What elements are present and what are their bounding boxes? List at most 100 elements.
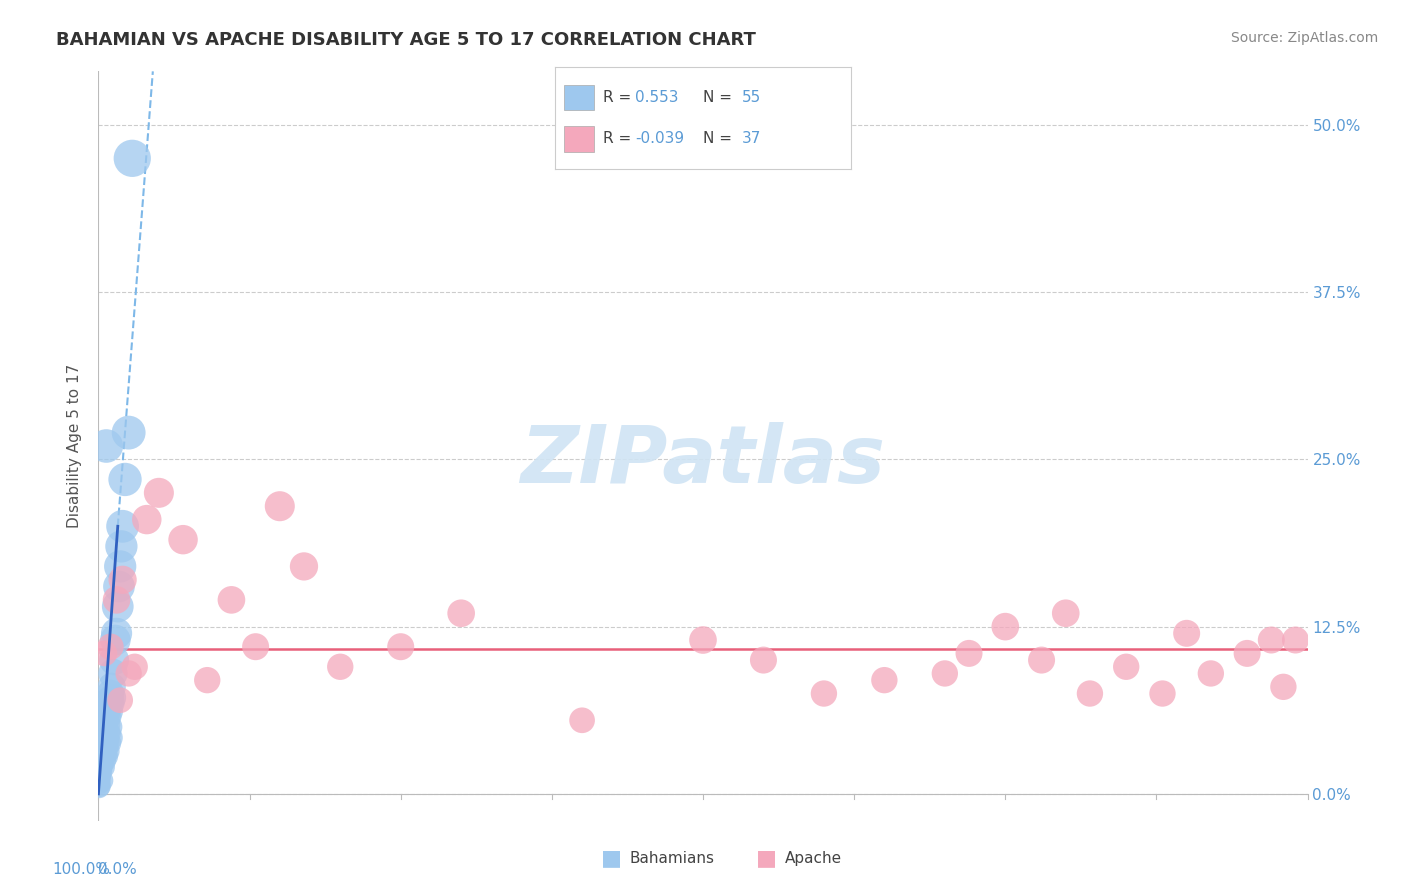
Text: N =: N = bbox=[703, 90, 737, 105]
Point bbox=[692, 633, 714, 648]
Point bbox=[97, 709, 120, 723]
Point bbox=[292, 559, 315, 574]
Text: Apache: Apache bbox=[785, 851, 842, 865]
Point bbox=[94, 714, 117, 728]
Point bbox=[752, 653, 775, 667]
Point bbox=[1175, 626, 1198, 640]
Point bbox=[1152, 687, 1174, 701]
Point bbox=[91, 744, 114, 758]
Point bbox=[101, 666, 124, 681]
Y-axis label: Disability Age 5 to 17: Disability Age 5 to 17 bbox=[67, 364, 83, 528]
Text: 0.0%: 0.0% bbox=[98, 862, 138, 877]
Point bbox=[89, 767, 111, 781]
Point bbox=[90, 747, 112, 761]
Point bbox=[221, 592, 243, 607]
Point bbox=[90, 760, 112, 774]
Point bbox=[98, 704, 121, 718]
Text: 37: 37 bbox=[741, 131, 761, 146]
Point bbox=[94, 747, 117, 761]
Text: ZIPatlas: ZIPatlas bbox=[520, 422, 886, 500]
Point bbox=[98, 731, 121, 745]
Point bbox=[93, 760, 115, 774]
Point bbox=[91, 773, 114, 788]
Point bbox=[97, 699, 120, 714]
Point bbox=[100, 687, 122, 701]
Point bbox=[1115, 660, 1137, 674]
Point bbox=[450, 607, 472, 621]
Point bbox=[94, 723, 117, 737]
Point bbox=[101, 690, 124, 705]
Point bbox=[114, 473, 136, 487]
Point bbox=[873, 673, 896, 688]
Point bbox=[813, 687, 835, 701]
Point bbox=[89, 776, 111, 790]
Point bbox=[87, 780, 110, 795]
Point bbox=[97, 744, 120, 758]
Point bbox=[1284, 633, 1306, 648]
Point bbox=[111, 573, 134, 587]
Point bbox=[108, 559, 131, 574]
Point bbox=[98, 693, 121, 707]
Point bbox=[124, 660, 146, 674]
Point bbox=[389, 640, 412, 654]
Point bbox=[135, 512, 157, 526]
Text: R =: R = bbox=[603, 90, 636, 105]
Point bbox=[1236, 646, 1258, 660]
Point bbox=[96, 733, 118, 747]
Point bbox=[269, 500, 291, 514]
Point bbox=[93, 646, 115, 660]
Point bbox=[108, 693, 131, 707]
Text: 100.0%: 100.0% bbox=[52, 862, 111, 877]
Point bbox=[91, 749, 114, 764]
Point bbox=[105, 626, 128, 640]
Point bbox=[148, 485, 170, 500]
Text: ■: ■ bbox=[756, 848, 776, 868]
FancyBboxPatch shape bbox=[564, 126, 593, 152]
Point bbox=[107, 599, 129, 614]
Point bbox=[571, 714, 593, 728]
Point bbox=[110, 539, 132, 553]
Text: 55: 55 bbox=[741, 90, 761, 105]
Point bbox=[111, 519, 134, 533]
Point bbox=[994, 619, 1017, 633]
Point bbox=[1272, 680, 1295, 694]
Point bbox=[93, 720, 115, 734]
Point bbox=[96, 717, 118, 731]
Text: R =: R = bbox=[603, 131, 636, 146]
Point bbox=[91, 740, 114, 755]
Text: ■: ■ bbox=[602, 848, 621, 868]
Point bbox=[1078, 687, 1101, 701]
Point bbox=[1260, 633, 1282, 648]
Point bbox=[1054, 607, 1077, 621]
Point bbox=[94, 731, 117, 745]
Point bbox=[121, 152, 143, 166]
Point bbox=[104, 633, 127, 648]
Point bbox=[195, 673, 218, 688]
Point bbox=[1031, 653, 1053, 667]
Point bbox=[957, 646, 980, 660]
FancyBboxPatch shape bbox=[564, 85, 593, 111]
Point bbox=[172, 533, 194, 547]
Point bbox=[100, 640, 122, 654]
Text: Source: ZipAtlas.com: Source: ZipAtlas.com bbox=[1230, 31, 1378, 45]
Point bbox=[100, 696, 122, 710]
Text: -0.039: -0.039 bbox=[636, 131, 685, 146]
Point bbox=[90, 757, 112, 772]
Point bbox=[90, 753, 112, 767]
Point bbox=[89, 771, 111, 785]
Point bbox=[100, 680, 122, 694]
Point bbox=[98, 736, 121, 750]
Point bbox=[93, 753, 115, 767]
Point bbox=[96, 740, 118, 755]
Point bbox=[1199, 666, 1222, 681]
Text: Bahamians: Bahamians bbox=[630, 851, 714, 865]
Point bbox=[118, 666, 141, 681]
Point bbox=[98, 720, 121, 734]
Point bbox=[96, 706, 118, 721]
Point bbox=[934, 666, 956, 681]
Point bbox=[93, 726, 115, 740]
Point bbox=[97, 726, 120, 740]
Point bbox=[103, 653, 125, 667]
Point bbox=[329, 660, 352, 674]
Point bbox=[89, 779, 111, 793]
